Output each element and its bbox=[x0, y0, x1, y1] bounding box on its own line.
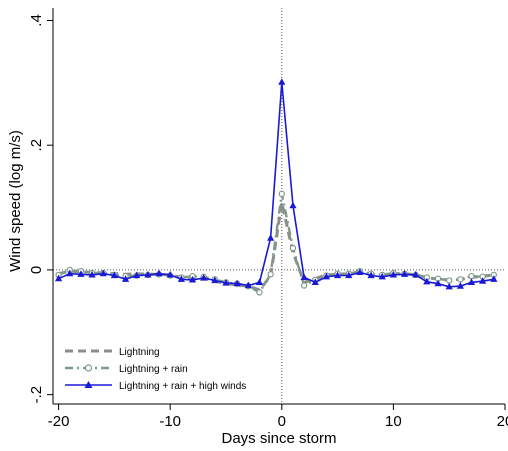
data-point bbox=[66, 269, 74, 277]
data-point bbox=[322, 272, 331, 280]
data-point bbox=[468, 272, 475, 280]
data-point bbox=[155, 269, 163, 277]
data-point bbox=[289, 201, 297, 209]
data-point bbox=[333, 271, 342, 279]
series-line bbox=[58, 192, 495, 294]
legend-label-lightning: Lightning bbox=[119, 347, 160, 358]
data-point bbox=[77, 270, 85, 277]
y-tick-label: .2 bbox=[28, 139, 45, 152]
series-line bbox=[58, 81, 494, 288]
data-point bbox=[289, 244, 297, 252]
data-point bbox=[255, 278, 264, 285]
data-point bbox=[144, 270, 152, 278]
data-point bbox=[400, 270, 409, 277]
data-point bbox=[133, 271, 141, 279]
legend-label-lightning-rain: Lightning + rain bbox=[119, 364, 188, 375]
data-point bbox=[445, 282, 453, 290]
y-tick-label: 0 bbox=[28, 266, 45, 274]
data-point bbox=[345, 271, 353, 279]
data-point bbox=[479, 277, 487, 284]
data-point bbox=[267, 234, 275, 241]
y-tick-label: -.2 bbox=[28, 386, 45, 404]
data-point bbox=[256, 289, 263, 296]
data-point bbox=[467, 278, 476, 285]
data-point bbox=[423, 277, 431, 285]
data-point bbox=[445, 277, 453, 284]
x-tick-label: -10 bbox=[159, 413, 181, 430]
data-point bbox=[177, 275, 185, 282]
x-axis-title: Days since storm bbox=[221, 430, 336, 447]
data-point bbox=[121, 275, 130, 282]
data-point bbox=[244, 281, 252, 289]
legend: Lightning Lightning + rain Lightning + r… bbox=[65, 347, 246, 392]
data-point bbox=[211, 276, 219, 284]
x-tick-label: 0 bbox=[278, 413, 286, 430]
x-tick-label: 10 bbox=[385, 413, 402, 430]
data-point bbox=[267, 271, 274, 278]
data-point bbox=[88, 270, 96, 278]
data-point bbox=[412, 270, 420, 278]
series-lines bbox=[54, 78, 498, 296]
legend-item-lightning-rain-winds: Lightning + rain + high winds bbox=[65, 381, 246, 392]
data-point bbox=[200, 274, 208, 281]
series-2 bbox=[54, 78, 498, 290]
data-point bbox=[233, 279, 241, 287]
ticks: -20 -10 0 10 20 -.2 0 .2 .4 bbox=[28, 14, 508, 430]
x-tick-label: -20 bbox=[48, 413, 70, 430]
y-axis-title: Wind speed (log m/s) bbox=[7, 130, 24, 272]
legend-item-lightning-rain: Lightning + rain bbox=[65, 364, 188, 375]
data-point bbox=[278, 78, 286, 85]
legend-label-lightning-rain-winds: Lightning + rain + high winds bbox=[119, 381, 246, 392]
legend-marker-circle bbox=[84, 364, 93, 372]
data-point bbox=[300, 273, 308, 281]
data-point bbox=[311, 278, 319, 285]
x-tick-label: 20 bbox=[497, 413, 508, 430]
legend-item-lightning: Lightning bbox=[65, 347, 160, 358]
data-point bbox=[356, 268, 364, 276]
data-point bbox=[300, 282, 308, 289]
data-point bbox=[367, 271, 375, 279]
data-point bbox=[378, 272, 386, 280]
data-point bbox=[389, 270, 397, 278]
data-point bbox=[188, 275, 197, 283]
data-point bbox=[99, 269, 107, 277]
data-point bbox=[457, 276, 464, 283]
data-point bbox=[434, 279, 442, 287]
data-point bbox=[456, 282, 464, 289]
data-point bbox=[110, 271, 118, 279]
legend-marker-triangle bbox=[84, 381, 93, 388]
y-tick-label: .4 bbox=[28, 14, 45, 27]
data-point bbox=[490, 275, 498, 282]
data-point bbox=[54, 274, 63, 282]
data-point bbox=[278, 190, 285, 198]
data-point bbox=[222, 279, 230, 286]
data-point bbox=[166, 270, 174, 278]
axes bbox=[52, 8, 505, 405]
